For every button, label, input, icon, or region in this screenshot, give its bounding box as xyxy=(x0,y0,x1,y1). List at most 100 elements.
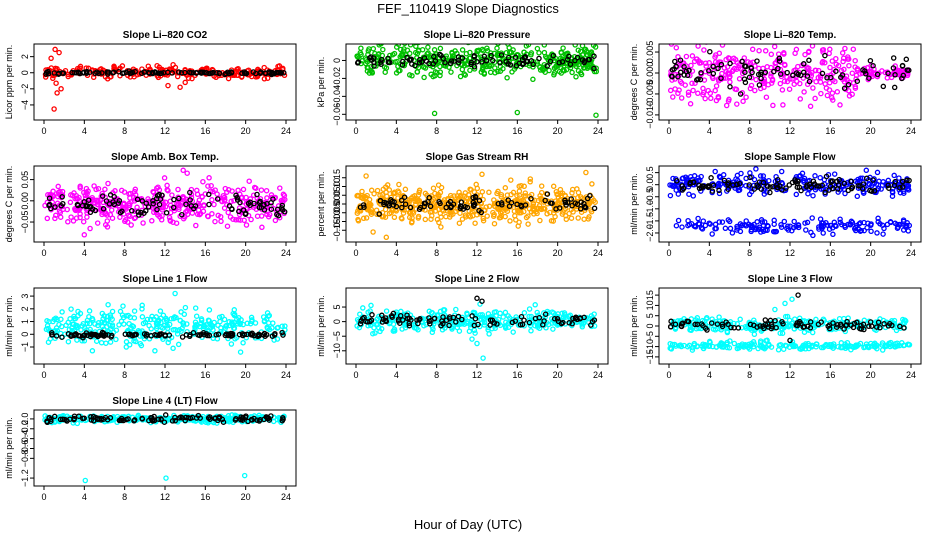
data-point xyxy=(117,209,124,216)
data-point xyxy=(425,44,431,50)
data-point xyxy=(904,177,910,184)
y-tick-label: −0.05 xyxy=(332,201,342,224)
data-point xyxy=(875,319,882,326)
data-point xyxy=(371,59,377,66)
data-point xyxy=(728,324,734,331)
x-tick-label: 4 xyxy=(707,370,712,380)
data-point xyxy=(157,70,164,77)
data-point xyxy=(206,191,212,198)
data-point xyxy=(671,182,678,189)
data-point xyxy=(885,177,892,184)
data-point xyxy=(239,331,246,337)
data-point xyxy=(459,216,466,222)
x-tick-label: 24 xyxy=(906,248,916,258)
data-point xyxy=(199,194,205,200)
data-point xyxy=(517,57,523,63)
data-point xyxy=(901,190,907,196)
data-point xyxy=(875,215,881,222)
data-point xyxy=(224,223,231,229)
data-point xyxy=(706,220,712,226)
y-tick-label: −10 xyxy=(645,339,655,354)
data-point xyxy=(362,38,366,42)
data-point xyxy=(875,185,882,192)
data-point xyxy=(782,342,789,349)
data-point xyxy=(496,52,502,59)
data-point xyxy=(550,310,557,316)
data-point xyxy=(471,53,478,60)
data-point xyxy=(826,322,833,328)
data-point xyxy=(50,72,56,79)
data-point xyxy=(671,66,677,72)
data-point xyxy=(827,183,834,190)
data-point xyxy=(868,228,874,235)
data-point xyxy=(104,218,111,224)
data-point xyxy=(87,225,93,232)
data-point xyxy=(566,320,572,326)
data-point xyxy=(776,55,783,62)
data-point xyxy=(121,201,127,208)
data-point xyxy=(712,221,719,228)
data-point xyxy=(206,201,212,208)
data-point xyxy=(584,195,591,202)
data-point xyxy=(484,213,490,219)
data-point xyxy=(675,73,681,80)
data-point xyxy=(243,70,250,77)
data-point xyxy=(667,87,674,94)
data-point xyxy=(131,308,138,314)
data-point xyxy=(722,225,729,232)
data-point xyxy=(810,192,816,199)
data-point xyxy=(355,218,362,224)
data-point xyxy=(753,76,759,83)
data-point xyxy=(792,343,798,350)
data-point xyxy=(737,91,744,97)
data-point xyxy=(885,70,891,77)
data-point xyxy=(409,209,416,215)
y-tick-label: 0.0 xyxy=(645,178,655,191)
x-tick-label: 16 xyxy=(512,248,522,258)
data-point xyxy=(807,103,814,110)
data-point xyxy=(801,318,808,324)
data-point xyxy=(462,72,469,78)
data-point xyxy=(111,193,117,200)
data-point xyxy=(492,65,498,71)
data-point xyxy=(455,313,462,320)
data-point xyxy=(804,73,811,79)
data-point xyxy=(274,211,280,218)
data-point xyxy=(194,211,201,218)
x-tick-label: 4 xyxy=(394,126,399,136)
data-point xyxy=(516,60,523,67)
data-point xyxy=(846,62,852,69)
data-point xyxy=(209,211,215,217)
data-point xyxy=(528,195,534,202)
data-point xyxy=(777,80,784,87)
data-point xyxy=(797,96,804,102)
data-point xyxy=(822,189,828,196)
data-point xyxy=(465,191,472,198)
data-point xyxy=(378,326,385,332)
data-point xyxy=(113,336,119,343)
x-tick-label: 16 xyxy=(512,126,522,136)
data-point xyxy=(281,209,288,215)
data-point xyxy=(361,204,367,211)
data-point xyxy=(800,324,807,330)
data-point xyxy=(498,52,505,58)
data-point xyxy=(768,73,774,80)
data-point xyxy=(201,203,207,209)
data-point xyxy=(830,97,836,103)
data-point xyxy=(208,182,214,189)
data-point xyxy=(94,220,101,226)
data-point xyxy=(487,322,493,328)
data-point xyxy=(99,190,105,197)
data-point xyxy=(891,182,898,189)
data-point xyxy=(572,44,578,48)
data-point xyxy=(860,321,867,328)
data-point xyxy=(58,86,64,92)
data-point xyxy=(753,166,759,172)
data-point xyxy=(463,198,470,205)
data-point xyxy=(140,320,147,327)
data-point xyxy=(537,205,543,212)
data-point xyxy=(522,190,529,196)
data-point xyxy=(713,83,720,89)
data-point xyxy=(760,173,767,179)
